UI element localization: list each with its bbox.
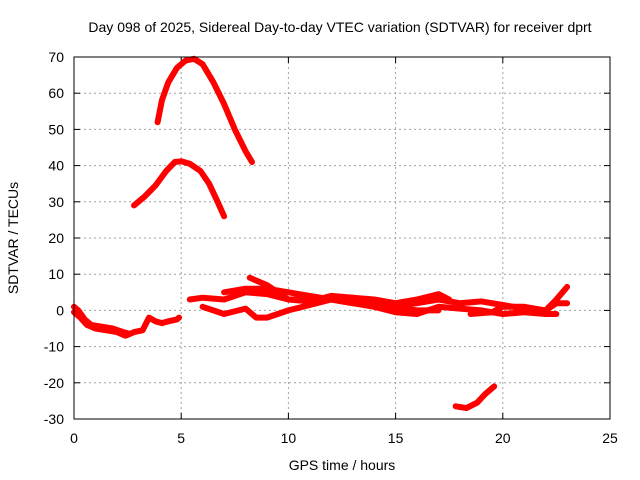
grid-lines <box>74 57 610 419</box>
y-tick-label: 30 <box>48 194 64 210</box>
y-tick-label: 50 <box>48 121 64 137</box>
x-tick-label: 0 <box>70 430 78 446</box>
series-arc-early-b <box>71 303 133 337</box>
series-arc-main-c <box>246 274 560 317</box>
plot-frame <box>73 56 611 420</box>
y-axis-label: SDTVAR / TECUs <box>5 182 21 294</box>
y-tick-label: 0 <box>56 302 64 318</box>
x-tick-label: 15 <box>388 430 404 446</box>
y-axis-ticks: -30 -20 -10 0 10 20 30 40 50 60 70 <box>44 49 610 427</box>
x-tick-label: 5 <box>177 430 185 446</box>
series-arc-main-d <box>221 285 442 314</box>
x-tick-label: 25 <box>602 430 618 446</box>
y-tick-label: -20 <box>44 375 64 391</box>
y-tick-label: 60 <box>48 85 64 101</box>
x-tick-label: 20 <box>495 430 511 446</box>
x-tick-label: 10 <box>281 430 297 446</box>
x-axis-ticks: 0 5 10 15 20 25 <box>70 57 618 446</box>
y-tick-label: 10 <box>48 266 64 282</box>
y-tick-label: -30 <box>44 411 64 427</box>
y-tick-label: -10 <box>44 339 64 355</box>
series-arc-late <box>467 283 571 317</box>
y-tick-label: 40 <box>48 158 64 174</box>
y-tick-label: 20 <box>48 230 64 246</box>
x-axis-label: GPS time / hours <box>289 457 396 473</box>
series-arc-neg <box>452 383 498 412</box>
y-tick-label: 70 <box>48 49 64 65</box>
data-series <box>71 55 571 412</box>
series-arc-mid <box>131 158 228 220</box>
chart-title: Day 098 of 2025, Sidereal Day-to-day VTE… <box>88 19 591 35</box>
series-arc-high <box>154 55 255 165</box>
